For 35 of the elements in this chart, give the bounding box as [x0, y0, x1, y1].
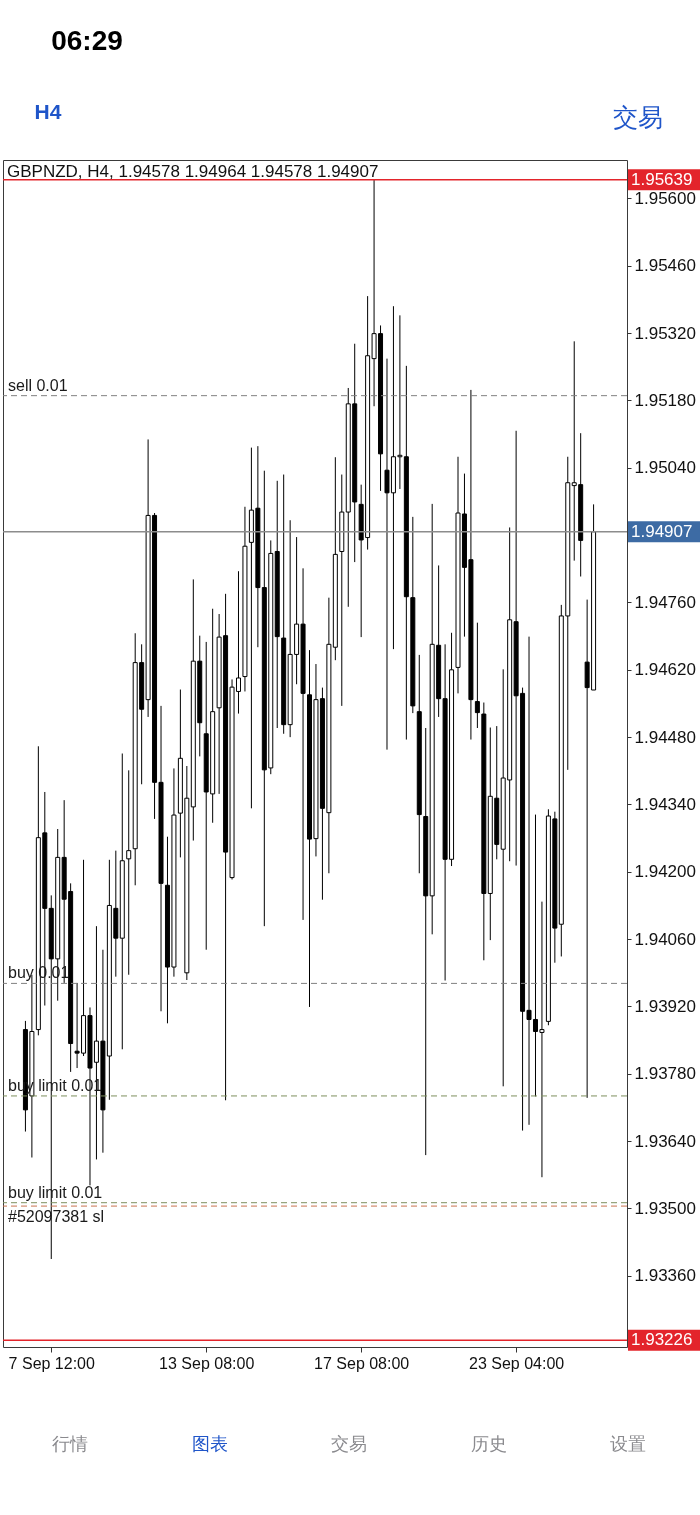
- y-tick-label: 1.93920: [634, 996, 696, 1016]
- y-tick-label: 1.94760: [634, 592, 696, 612]
- y-tick-label: 1.95460: [634, 256, 696, 276]
- ref-line-label: 1.95639: [631, 169, 693, 189]
- ref-line-label: 1.93226: [631, 1330, 693, 1350]
- text: 06:29: [51, 25, 123, 56]
- ref-line-label: 1.94907: [631, 521, 693, 541]
- y-tick-label: 1.94340: [634, 794, 696, 814]
- y-tick-label: 1.93500: [634, 1198, 696, 1218]
- y-tick-label: 1.93780: [634, 1064, 696, 1084]
- chart-title: GBPNZD, H4, 1.94578 1.94964 1.94578 1.94907: [7, 162, 379, 181]
- text: 行情: [52, 1434, 88, 1454]
- candlestick: [474, 622, 480, 729]
- x-tick-label: 17 Sep 08:00: [314, 1354, 410, 1372]
- x-tick-label: 23 Sep 04:00: [469, 1354, 565, 1372]
- x-tick-label: 13 Sep 08:00: [159, 1354, 255, 1372]
- y-tick-label: 1.95600: [634, 188, 696, 208]
- text: H4: [34, 100, 62, 123]
- text: 设置: [610, 1434, 646, 1454]
- y-tick-label: 1.95180: [634, 390, 696, 410]
- y-tick-label: 1.95040: [634, 458, 696, 478]
- y-tick-label: 1.94200: [634, 862, 696, 882]
- y-tick-label: 1.94480: [634, 727, 696, 747]
- x-tick-label: 7 Sep 12:00: [8, 1354, 96, 1372]
- y-tick-label: 1.95320: [634, 323, 696, 343]
- text: 交易: [331, 1434, 367, 1454]
- y-tick-label: 1.93360: [634, 1266, 696, 1286]
- y-tick-label: 1.94060: [634, 929, 696, 949]
- ref-line-label: sell 0.01: [8, 376, 68, 394]
- candlestick: [126, 769, 132, 976]
- y-tick-label: 1.94620: [634, 660, 696, 680]
- y-tick-label: 1.93640: [634, 1131, 696, 1151]
- text: 交易: [613, 103, 663, 131]
- text: 历史: [470, 1434, 507, 1454]
- text: 图表: [191, 1434, 228, 1454]
